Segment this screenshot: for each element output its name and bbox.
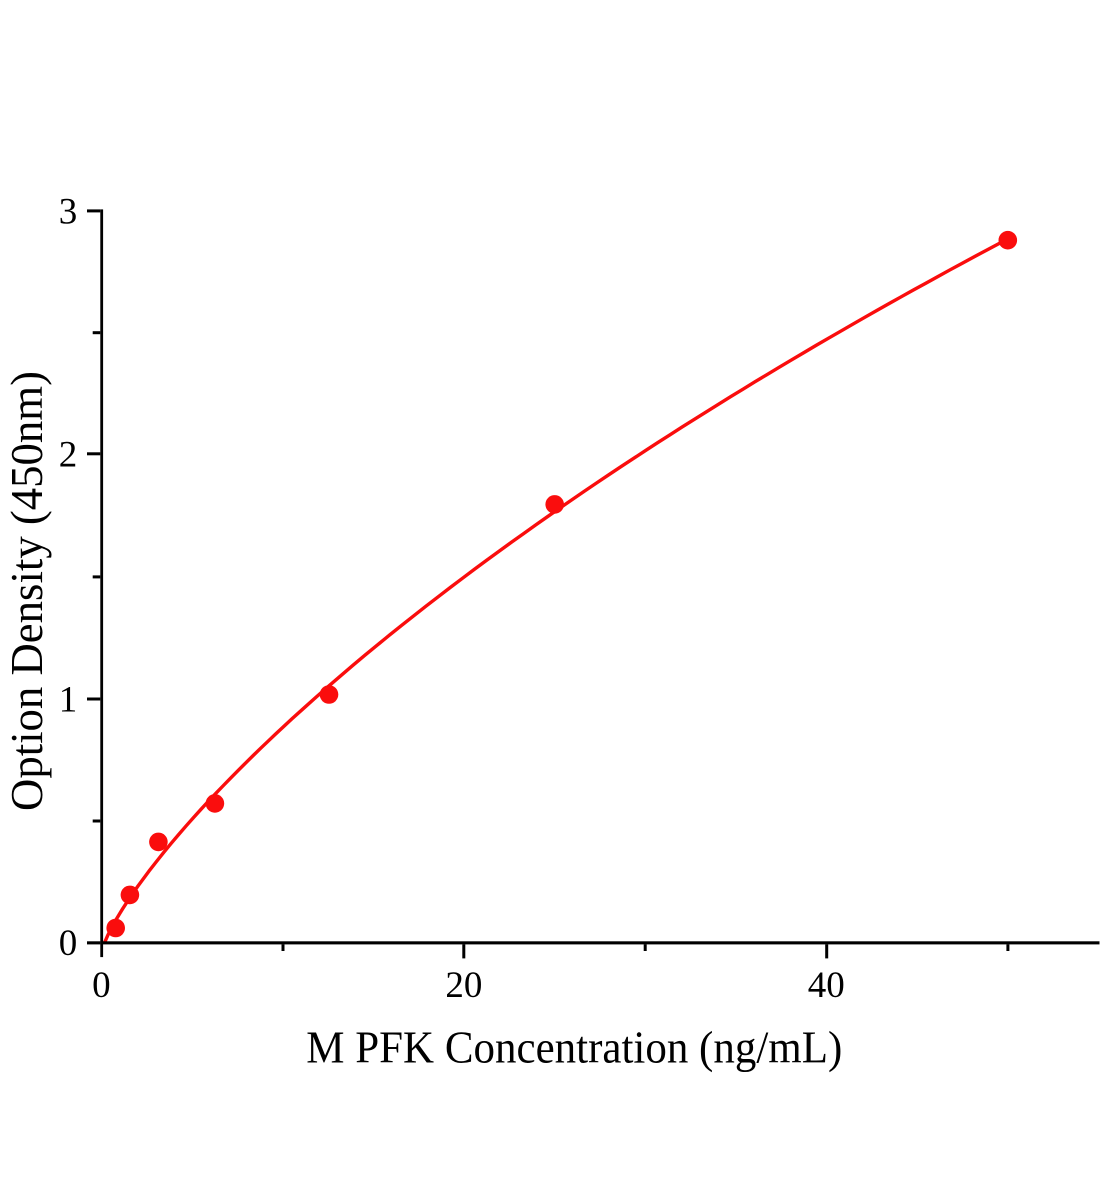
svg-text:1: 1 — [59, 679, 78, 720]
svg-text:2: 2 — [59, 435, 78, 476]
svg-text:3: 3 — [59, 191, 78, 232]
svg-text:M PFK Concentration (ng/mL): M PFK Concentration (ng/mL) — [306, 1022, 842, 1073]
svg-text:Option Density (450nm): Option Density (450nm) — [1, 371, 52, 811]
svg-text:40: 40 — [808, 965, 845, 1006]
svg-text:0: 0 — [59, 923, 78, 964]
svg-text:20: 20 — [445, 965, 482, 1006]
svg-text:0: 0 — [92, 965, 111, 1006]
